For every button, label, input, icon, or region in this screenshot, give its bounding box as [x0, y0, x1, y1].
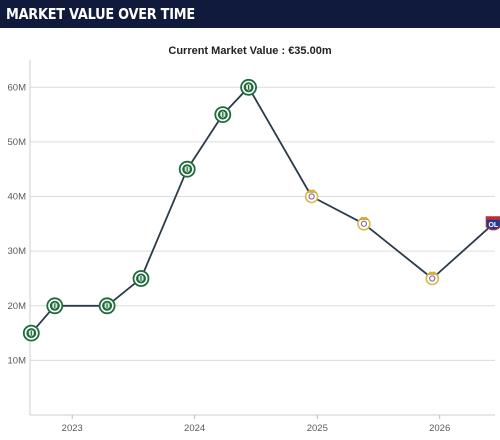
point-layer: OL: [22, 78, 500, 342]
palmeiras-crest-icon[interactable]: [240, 78, 258, 96]
market-value-chart: 10M 20M 30M 40M 50M 60M 2023 2024 2025 2026 OL: [0, 60, 500, 440]
y-tick-label: 20M: [8, 301, 27, 312]
x-tick-label: 2025: [307, 423, 328, 434]
lyon-crest-text: OL: [488, 222, 498, 229]
lyon-crest-icon[interactable]: OL: [485, 216, 500, 231]
chart-subtitle: Current Market Value : €35.00m: [168, 45, 332, 57]
y-tick-label: 60M: [8, 82, 27, 93]
x-tick-label: 2026: [429, 423, 450, 434]
palmeiras-crest-icon[interactable]: [178, 160, 196, 178]
y-tick-label: 10M: [8, 355, 27, 366]
real-madrid-crest-icon[interactable]: [357, 216, 371, 231]
y-tick-label: 40M: [8, 192, 27, 203]
palmeiras-crest-icon[interactable]: [132, 270, 150, 287]
chart-svg: 10M 20M 30M 40M 50M 60M 2023 2024 2025 2026 OL: [8, 60, 500, 434]
x-tick-label: 2023: [62, 423, 83, 434]
real-madrid-crest-icon[interactable]: [304, 189, 319, 204]
palmeiras-crest-icon[interactable]: [98, 297, 116, 315]
page-title: MARKET VALUE OVER TIME: [6, 5, 195, 23]
palmeiras-crest-icon[interactable]: [22, 324, 40, 342]
grid-layer: [30, 86, 495, 361]
series-line: [30, 86, 494, 334]
y-tick-label: 50M: [8, 137, 27, 148]
palmeiras-crest-icon[interactable]: [46, 297, 64, 315]
page-header: MARKET VALUE OVER TIME: [0, 0, 500, 28]
axis-layer: 10M 20M 30M 40M 50M 60M 2023 2024 2025 2026: [8, 60, 495, 434]
y-tick-label: 30M: [8, 246, 27, 257]
real-madrid-crest-icon[interactable]: [425, 271, 440, 286]
x-tick-label: 2024: [184, 423, 205, 434]
line-layer: [30, 86, 494, 334]
palmeiras-crest-icon[interactable]: [214, 106, 232, 123]
